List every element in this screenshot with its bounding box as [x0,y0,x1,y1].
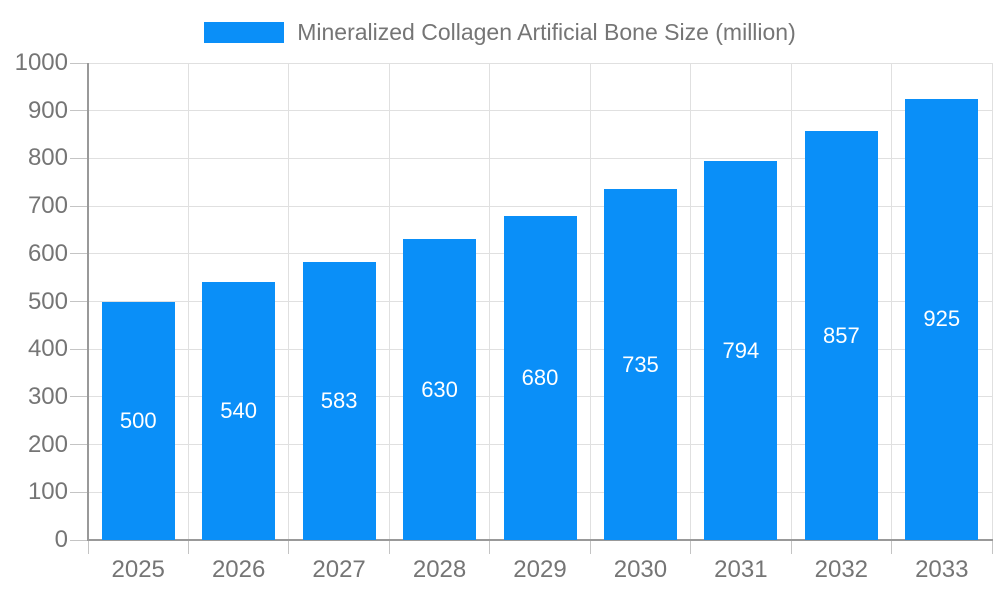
x-tick [187,540,189,554]
y-axis-label: 400 [27,335,68,363]
v-gridline [690,63,692,540]
bar-value-label: 925 [923,306,961,332]
v-gridline [288,63,290,540]
h-gridline [88,157,992,159]
bar-value-label: 857 [822,322,860,348]
x-tick [87,540,89,554]
h-gridline [88,110,992,112]
x-tick [489,540,491,554]
bar[interactable]: 500 [101,301,175,540]
bar-value-label: 500 [119,407,157,433]
v-gridline [388,63,390,540]
x-tick [690,540,692,554]
bar-value-label: 794 [722,337,760,363]
y-axis-label: 300 [27,382,68,410]
y-axis-label: 200 [27,430,68,458]
x-tick [790,540,792,554]
bar[interactable]: 680 [503,215,577,540]
y-axis-label: 900 [27,96,68,124]
bar-value-label: 630 [421,376,458,402]
y-tick [70,396,88,398]
x-axis-label: 2026 [211,556,266,583]
x-axis-label: 2032 [814,556,869,583]
bar-value-label: 735 [622,351,659,377]
h-gridline [88,62,992,64]
h-gridline [88,205,992,207]
v-gridline [991,63,993,540]
y-axis-label: 600 [27,239,68,267]
x-axis-label: 2033 [915,556,969,583]
y-axis-label: 0 [54,526,68,553]
v-gridline [489,63,491,540]
y-axis-label: 1000 [14,49,68,76]
y-axis-label: 800 [27,144,68,172]
bar[interactable]: 925 [905,98,979,540]
y-tick [70,348,88,350]
x-tick [991,540,993,554]
bar[interactable]: 735 [603,189,677,540]
legend-label: Mineralized Collagen Artificial Bone Siz… [297,18,796,45]
bar-value-label: 583 [320,387,358,413]
x-axis-label: 2027 [312,556,366,583]
x-axis-label: 2025 [111,556,165,583]
y-axis-label: 500 [27,287,68,315]
x-tick [589,540,591,554]
x-axis-label: 2031 [714,556,768,583]
y-tick [70,110,88,112]
x-axis-label: 2028 [412,556,467,583]
x-tick [288,540,290,554]
bar[interactable]: 583 [302,261,376,540]
x-axis-label: 2030 [613,556,668,583]
bar[interactable]: 630 [403,239,477,540]
v-gridline [589,63,591,540]
y-tick [70,253,88,255]
x-axis-line [87,539,993,541]
y-tick [70,301,88,302]
y-axis-label: 100 [27,478,68,506]
y-tick [70,539,88,541]
y-axis-label: 700 [27,192,68,220]
bar[interactable]: 794 [704,161,778,540]
x-axis-label: 2029 [513,556,567,583]
bar-value-label: 680 [521,364,559,390]
x-tick [891,540,893,554]
bar[interactable]: 857 [804,131,878,540]
x-tick [388,540,390,554]
y-axis-line [87,63,89,540]
bar-value-label: 540 [220,398,258,424]
legend[interactable]: Mineralized Collagen Artificial Bone Siz… [0,18,1000,46]
legend-swatch [204,21,285,43]
y-tick [70,444,88,446]
v-gridline [187,63,189,540]
bar[interactable]: 540 [202,282,276,540]
y-tick [70,491,88,493]
y-tick [70,62,88,64]
y-tick [70,157,88,159]
v-gridline [891,63,893,540]
y-tick [70,205,88,207]
v-gridline [790,63,792,540]
